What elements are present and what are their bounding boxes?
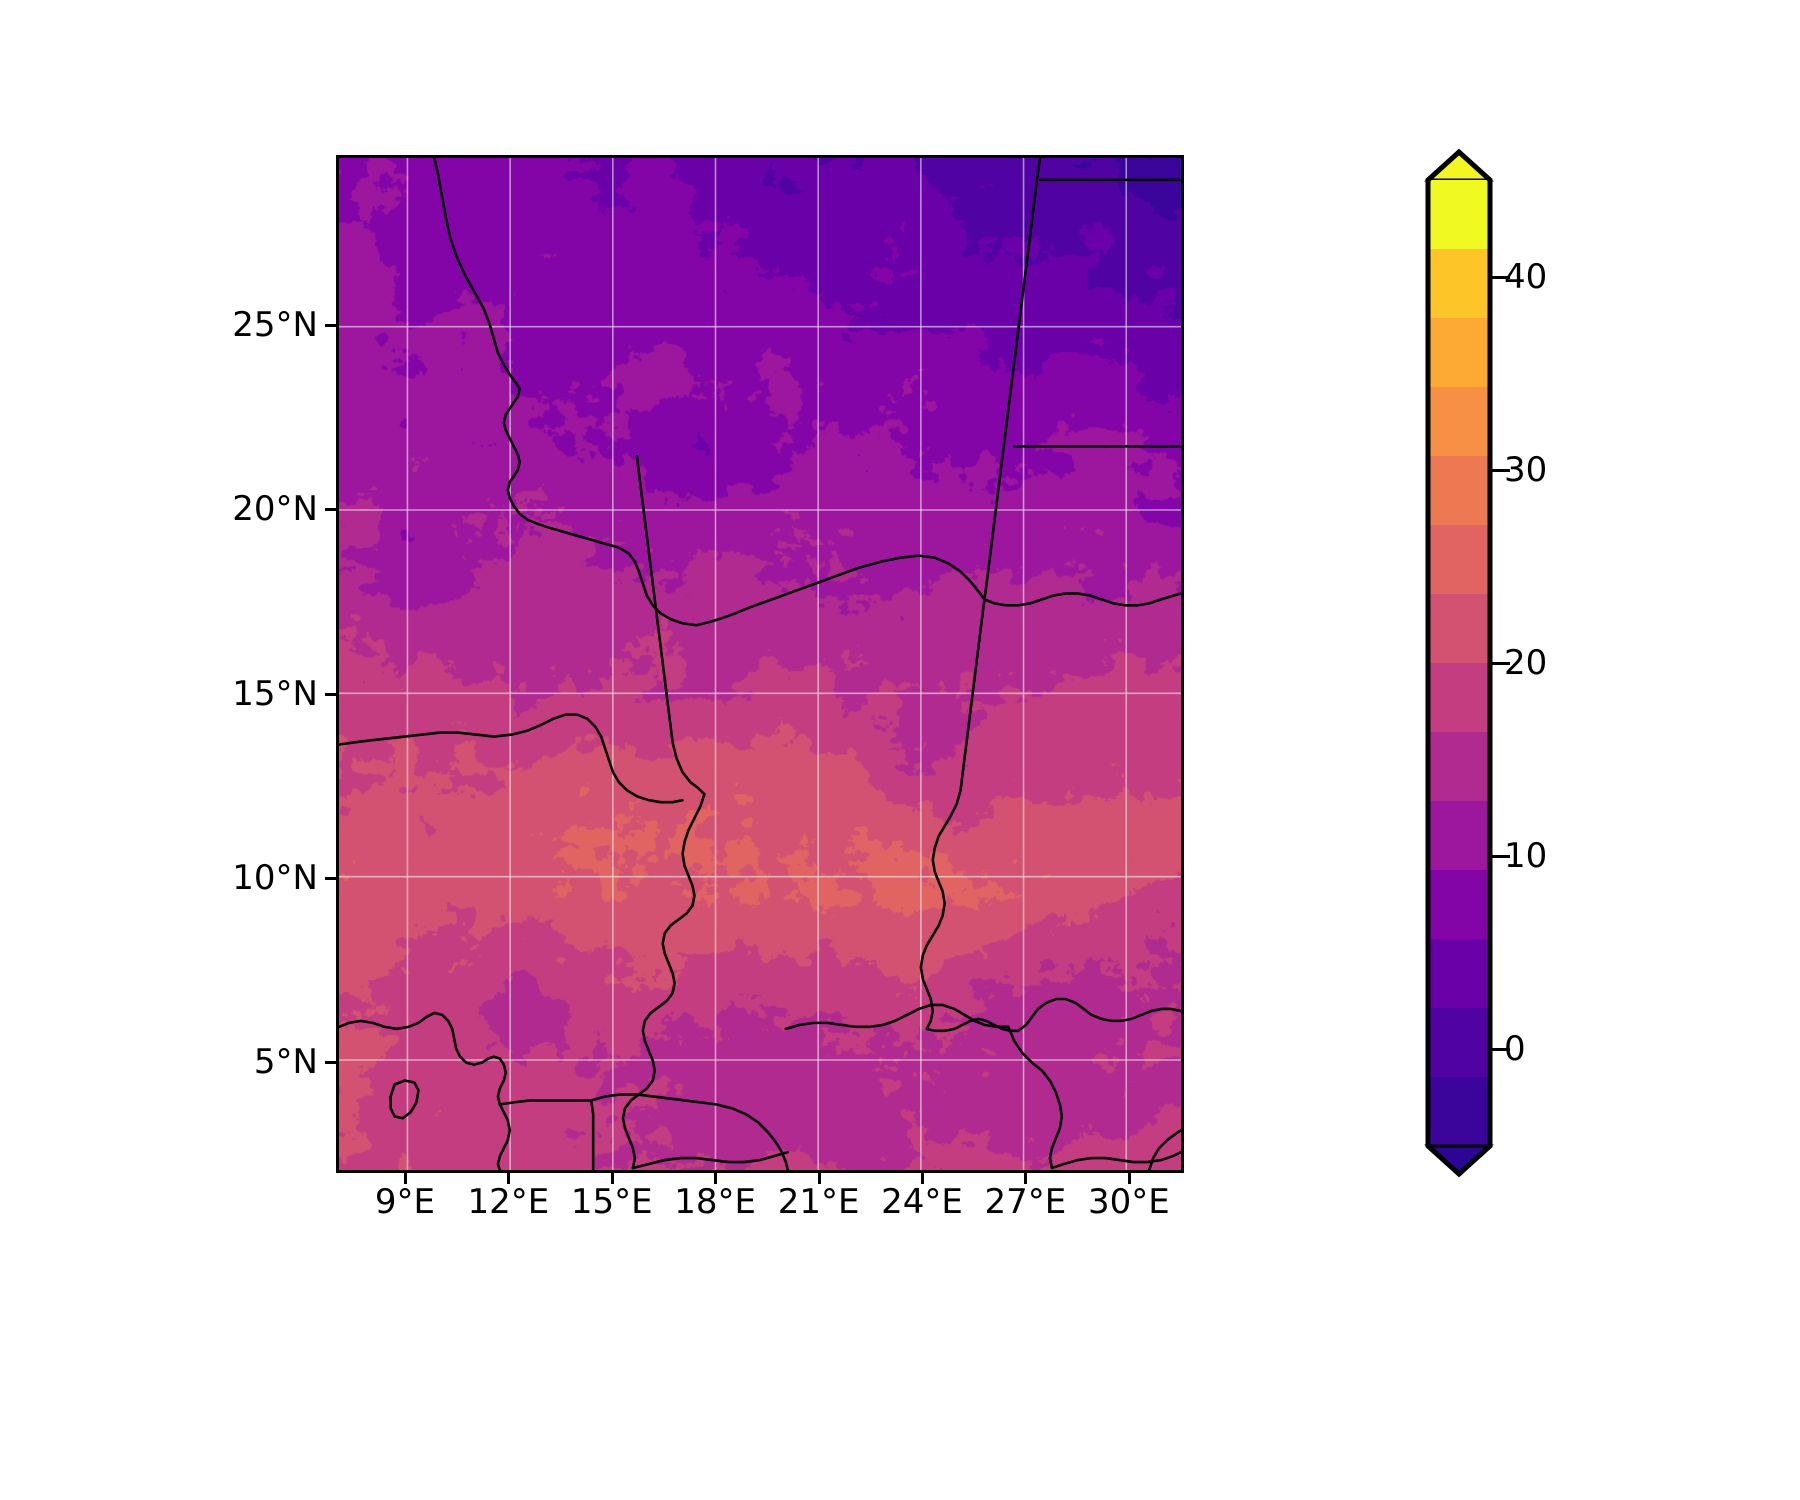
country-borders	[339, 158, 1181, 1170]
x-axis-tick-label: 15°E	[570, 1182, 653, 1222]
x-axis-tick-mark	[403, 1173, 407, 1184]
colorbar-tick-mark	[1490, 275, 1510, 279]
x-axis-tick-mark	[817, 1173, 821, 1184]
y-axis-tick-mark	[325, 508, 336, 512]
x-axis-tick-label: 24°E	[881, 1182, 963, 1222]
y-axis-tick-label: 5°N	[253, 1042, 318, 1083]
x-axis-tick-mark	[921, 1173, 925, 1184]
colorbar-tick-label: 0	[1504, 1029, 1526, 1070]
colorbar-tick-mark	[1490, 855, 1510, 859]
x-axis-tick-label: 21°E	[777, 1182, 860, 1222]
y-axis-tick-label: 15°N	[232, 673, 318, 714]
x-axis-tick-label: 12°E	[467, 1182, 550, 1222]
colorbar-tick-label: 20	[1504, 643, 1548, 683]
y-axis-tick-mark	[325, 323, 336, 327]
x-axis-tick-mark	[1024, 1173, 1028, 1184]
x-axis-tick-label: 9°E	[374, 1182, 435, 1222]
colorbar-tick-mark	[1490, 1048, 1510, 1052]
x-axis-tick-mark	[1127, 1173, 1131, 1184]
x-axis-tick-mark	[610, 1173, 614, 1184]
map-axes[interactable]	[336, 155, 1184, 1173]
y-axis-tick-label: 20°N	[232, 489, 318, 530]
y-axis-tick-mark	[325, 1061, 336, 1065]
y-axis-tick-label: 25°N	[232, 304, 318, 345]
colorbar-tick-mark	[1490, 662, 1510, 665]
x-axis-tick-mark	[507, 1173, 511, 1184]
x-axis-tick-label: 18°E	[674, 1182, 757, 1222]
graticule-grid	[339, 158, 1181, 1170]
y-axis-tick-mark	[325, 876, 336, 880]
colorbar-tick-label: 10	[1504, 836, 1548, 877]
y-axis-tick-mark	[325, 692, 336, 696]
colorbar[interactable]: 40 30 20 10 0	[1424, 148, 1547, 1178]
colorbar-tick-mark	[1490, 468, 1510, 472]
colorbar-tick-label: 30	[1504, 449, 1548, 490]
x-axis-tick-mark	[714, 1173, 718, 1184]
colorbar-gradient	[1424, 148, 1494, 1178]
x-axis-tick-label: 30°E	[1087, 1182, 1170, 1222]
x-axis-tick-label: 27°E	[984, 1182, 1067, 1222]
colorbar-tick-label: 40	[1504, 256, 1548, 297]
y-axis-tick-label: 10°N	[232, 857, 318, 898]
